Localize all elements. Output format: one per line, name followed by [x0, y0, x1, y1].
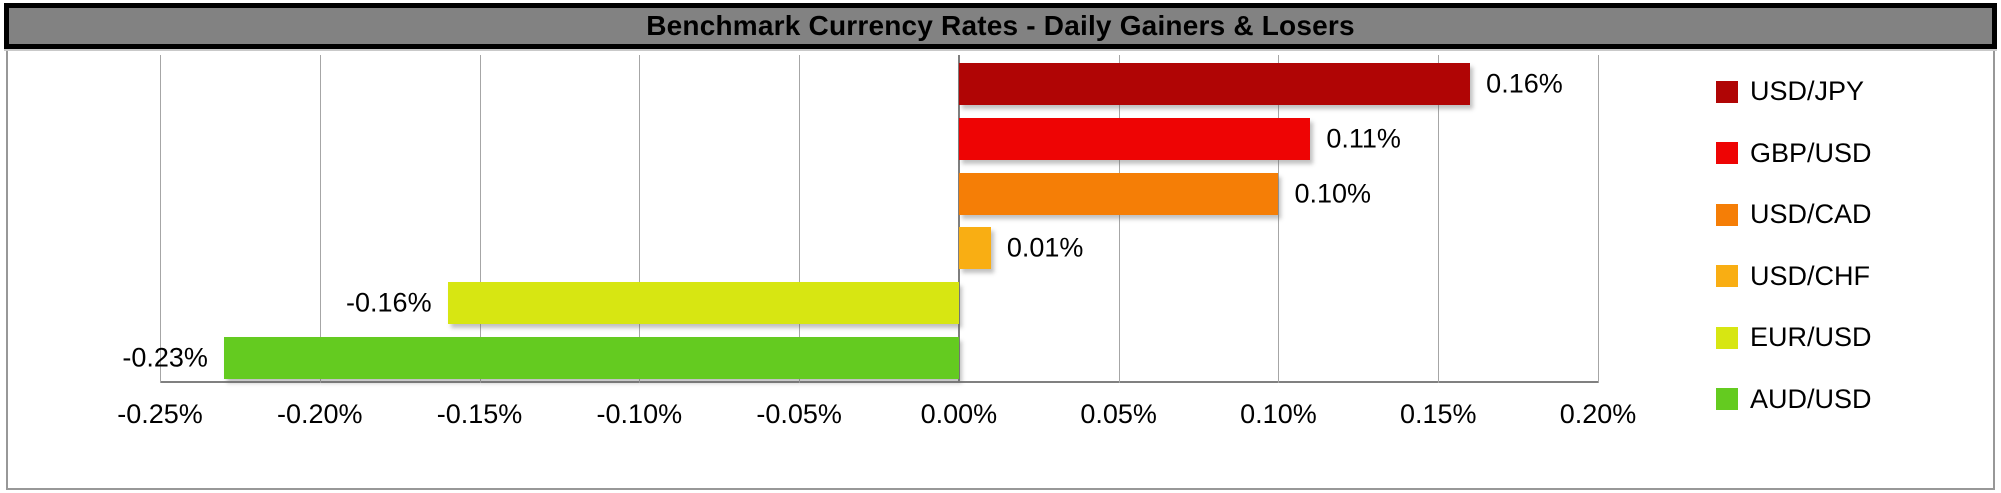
bar-usd-jpy: [958, 63, 1471, 106]
x-tick-label: -0.20%: [276, 399, 363, 429]
x-tick-label: -0.15%: [436, 399, 523, 429]
legend-item-eur-usd: EUR/USD: [1716, 322, 1872, 353]
x-tick-label: -0.10%: [596, 399, 683, 429]
bar-aud-usd: [223, 336, 959, 379]
bar-gbp-usd: [958, 118, 1311, 160]
gridline: [479, 55, 481, 383]
legend-label: USD/CHF: [1750, 260, 1870, 291]
legend-swatch-icon: [1716, 203, 1738, 226]
bar-value-label: 0.16%: [1486, 68, 1563, 99]
x-tick-label: -0.25%: [117, 399, 203, 429]
bar-value-label: 0.01%: [1006, 232, 1084, 263]
legend-label: GBP/USD: [1750, 137, 1872, 168]
bar-usd-chf: [958, 227, 991, 270]
legend-item-aud-usd: AUD/USD: [1716, 384, 1872, 415]
gridline: [1438, 55, 1440, 383]
bar-value-label: -0.16%: [346, 287, 432, 318]
x-tick-label: -0.05%: [756, 399, 842, 429]
bar-value-label: -0.23%: [122, 342, 208, 373]
legend-swatch-icon: [1716, 80, 1738, 103]
gridline: [1278, 55, 1280, 383]
legend-item-usd-jpy: USD/JPY: [1716, 76, 1864, 107]
legend-item-usd-cad: USD/CAD: [1716, 199, 1872, 230]
chart-title-bar: Benchmark Currency Rates - Daily Gainers…: [4, 3, 1997, 49]
legend-swatch-icon: [1716, 265, 1738, 287]
gridline: [1598, 55, 1599, 383]
x-tick-label: 0.05%: [1080, 399, 1157, 429]
bar-value-label: 0.10%: [1294, 178, 1371, 209]
gridline: [160, 55, 161, 383]
x-tick-label: 0.15%: [1399, 399, 1477, 429]
legend: USD/JPY GBP/USD USD/CAD USD/CHF EUR/USD AUD/U…: [1716, 0, 1996, 493]
legend-label: AUD/USD: [1750, 383, 1872, 414]
gridline: [1118, 55, 1120, 383]
legend-label: USD/JPY: [1750, 76, 1865, 106]
x-tick-label: 0.10%: [1240, 399, 1317, 429]
legend-swatch-icon: [1716, 326, 1738, 349]
zero-axis-line: [957, 55, 960, 383]
legend-label: EUR/USD: [1750, 322, 1872, 352]
gridline: [799, 55, 801, 383]
x-tick-label: 0.00%: [920, 399, 998, 429]
legend-item-usd-chf: USD/CHF: [1716, 261, 1870, 292]
x-tick-label: 0.20%: [1559, 399, 1637, 429]
chart-title: Benchmark Currency Rates - Daily Gainers…: [646, 10, 1355, 41]
legend-label: USD/CAD: [1750, 199, 1872, 229]
gridline: [639, 55, 641, 383]
bar-eur-usd: [447, 282, 959, 324]
bar-usd-cad: [958, 172, 1279, 215]
legend-swatch-icon: [1716, 388, 1738, 410]
gridline: [319, 55, 321, 383]
legend-item-gbp-usd: GBP/USD: [1716, 138, 1872, 169]
legend-swatch-icon: [1716, 142, 1738, 164]
plot-area: [160, 55, 1598, 383]
bar-value-label: 0.11%: [1326, 123, 1401, 154]
